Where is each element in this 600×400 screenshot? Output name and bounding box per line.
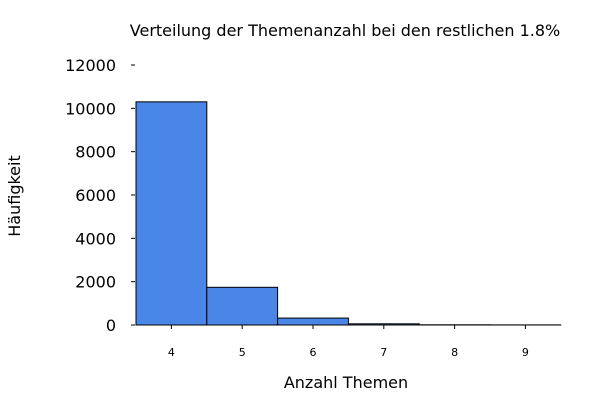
x-axis-ticks: 4 5 6 7 8 9 xyxy=(168,325,529,359)
bars xyxy=(135,101,562,326)
x-tick-label: 8 xyxy=(451,346,458,359)
y-tick-label: 2000 xyxy=(75,273,116,292)
x-tick-label: 7 xyxy=(380,346,387,359)
y-tick-label: 10000 xyxy=(65,99,116,118)
x-tick-label: 4 xyxy=(168,346,175,359)
bar-5 xyxy=(206,286,279,326)
chart-title: Verteilung der Themenanzahl bei den rest… xyxy=(130,21,560,40)
x-tick-label: 6 xyxy=(310,346,317,359)
y-axis-ticks: 0 2000 4000 6000 8000 10000 12000 xyxy=(65,56,135,335)
x-tick-label: 9 xyxy=(522,346,529,359)
bar-4 xyxy=(135,101,208,326)
y-tick-label: 6000 xyxy=(75,186,116,205)
x-axis-label: Anzahl Themen xyxy=(284,373,408,392)
x-tick-label: 5 xyxy=(239,346,246,359)
y-tick-label: 8000 xyxy=(75,143,116,162)
y-tick-label: 4000 xyxy=(75,229,116,248)
y-tick-label: 12000 xyxy=(65,56,116,75)
y-tick-label: 0 xyxy=(106,316,116,335)
bar-6 xyxy=(277,317,349,326)
y-axis-label: Häufigkeit xyxy=(5,155,24,236)
